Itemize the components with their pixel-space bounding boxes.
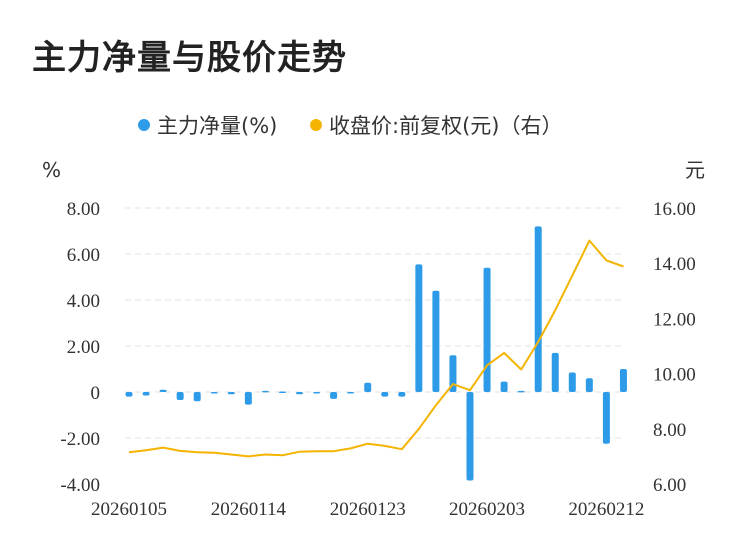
bar — [381, 392, 389, 397]
left-tick-label: -2.00 — [60, 429, 100, 450]
bar — [347, 392, 355, 394]
bar — [244, 392, 252, 405]
x-tick-label: 20260105 — [91, 499, 167, 520]
bar — [176, 392, 184, 401]
legend-marker — [310, 119, 322, 131]
gridlines — [125, 207, 625, 439]
bar — [210, 392, 218, 394]
left-tick-label: 2.00 — [67, 337, 100, 358]
x-tick-label: 20260114 — [211, 499, 287, 520]
legend-marker — [138, 119, 150, 131]
left-tick-label: 4.00 — [67, 291, 100, 312]
price-line — [128, 239, 624, 458]
right-tick-label: 12.00 — [653, 309, 696, 330]
bar — [551, 352, 559, 392]
bar — [261, 390, 269, 393]
bar — [415, 264, 423, 392]
legend-label: 收盘价:前复权(元)（右） — [329, 114, 562, 138]
right-tick-label: 16.00 — [653, 199, 696, 220]
bar — [296, 392, 303, 395]
bar — [568, 372, 576, 392]
right-tick-label: 8.00 — [653, 420, 686, 441]
bar — [142, 392, 150, 396]
left-axis-ticks: 8.00 6.00 4.00 2.00 0 -2.00 -4.00 — [60, 199, 100, 496]
right-tick-label: 14.00 — [653, 254, 696, 275]
x-axis-ticks: 20260105 20260114 20260123 20260203 20260212 — [91, 499, 644, 520]
bar — [125, 392, 133, 397]
right-tick-label: 6.00 — [653, 475, 686, 496]
bar — [398, 392, 406, 397]
bar — [313, 392, 321, 394]
left-tick-label: 0 — [91, 383, 101, 404]
bar — [500, 381, 508, 392]
line-series — [128, 239, 624, 458]
bar — [585, 378, 593, 392]
right-tick-label: 10.00 — [653, 365, 696, 386]
x-tick-label: 20260203 — [449, 499, 525, 520]
legend: 主力净量(%) 收盘价:前复权(元)（右） — [138, 114, 562, 138]
bar — [483, 267, 491, 392]
right-axis-ticks: 16.00 14.00 12.00 10.00 8.00 6.00 — [653, 199, 696, 496]
bar — [534, 226, 542, 392]
left-tick-label: -4.00 — [60, 475, 100, 496]
bar — [364, 382, 372, 392]
legend-label: 主力净量(%) — [157, 114, 277, 138]
bar-series — [125, 226, 627, 481]
bar — [602, 392, 610, 444]
bar — [330, 392, 338, 399]
x-tick-label: 20260212 — [568, 499, 644, 520]
bar — [432, 290, 440, 392]
bar — [193, 392, 201, 402]
bar — [278, 391, 286, 394]
bar — [159, 389, 167, 392]
x-tick-label: 20260123 — [330, 499, 406, 520]
left-axis-unit: % — [42, 158, 61, 182]
bar — [619, 369, 627, 392]
chart-title: 主力净量与股价走势 — [32, 38, 347, 78]
bar — [227, 392, 235, 395]
bar — [517, 390, 525, 393]
right-axis-unit: 元 — [685, 158, 705, 182]
left-tick-label: 6.00 — [67, 245, 100, 266]
bar — [449, 355, 457, 392]
bar — [466, 392, 474, 481]
left-tick-label: 8.00 — [67, 199, 100, 220]
